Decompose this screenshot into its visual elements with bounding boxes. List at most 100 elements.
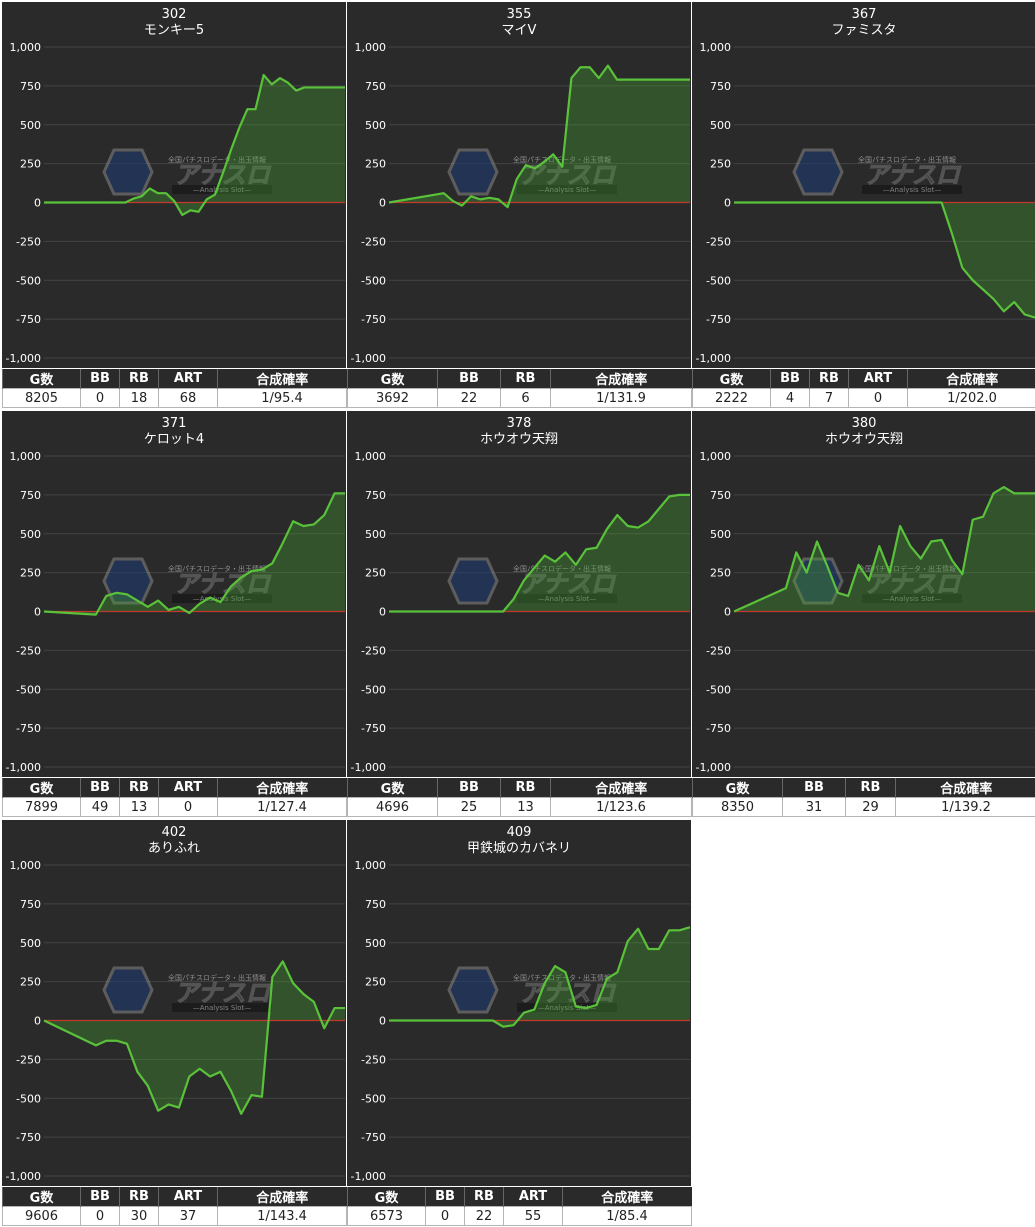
chart-panel: 302 モンキー5 1,000 750 500 250 0 -250 -500 -750 -1,00… (2, 2, 346, 368)
y-tick-label: 500 (710, 119, 731, 132)
y-tick-label: 0 (379, 197, 386, 210)
stats-value-cell: 37 (158, 1206, 218, 1226)
machine-card: 367 ファミスタ 1,000 750 500 250 0 -250 -500 -750 -1,00… (692, 2, 1035, 409)
stats-value-cell: 1/131.9 (550, 388, 692, 408)
machine-card: 409 甲鉄城のカバネリ 1,000 750 500 250 0 -250 -500 -750 -1… (347, 820, 692, 1227)
stats-value-cell: 6573 (347, 1206, 426, 1226)
watermark-subtitle: 全国パチスロデータ・出玉情報 (513, 973, 611, 982)
y-tick-label: 1,000 (355, 450, 387, 463)
stats-value-row: 4696 25 13 1/123.6 (347, 797, 692, 817)
machine-number: 302 (161, 7, 187, 22)
watermark-bar (517, 594, 617, 603)
stats-header-cell: G数 (347, 369, 438, 389)
balance-chart: 1,000 750 500 250 0 -250 -500 -750 -1,000 全国パチスロデ… (351, 859, 691, 1183)
y-tick-label: 1,000 (355, 859, 387, 872)
stats-header-cell: ART (158, 778, 218, 798)
stats-header-cell: BB (425, 1187, 465, 1207)
machine-name: ホウオウ天翔 (479, 432, 558, 447)
y-tick-label: -250 (361, 1053, 386, 1066)
y-tick-label: -500 (16, 1092, 41, 1105)
stats-header-cell: BB (770, 369, 810, 389)
y-tick-label: 500 (365, 528, 386, 541)
y-tick-label: 1,000 (700, 450, 732, 463)
watermark-title: アナスロ (519, 161, 617, 189)
chart-panel: 371 ケロット4 1,000 750 500 250 0 -250 -500 -750 -1,00… (2, 411, 346, 777)
watermark-title: アナスロ (864, 570, 962, 598)
stats-table: G数 BB RB ART 合成確率 9606 0 30 37 1/143.4 (2, 1187, 347, 1226)
machine-card: 302 モンキー5 1,000 750 500 250 0 -250 -500 -750 -1,00… (2, 2, 347, 409)
stats-table: G数 BB RB ART 合成確率 2222 4 7 0 1/202.0 (692, 369, 1035, 408)
machine-name: ファミスタ (831, 23, 897, 38)
stats-header-row: G数 BB RB ART 合成確率 (2, 778, 347, 798)
area-fill (389, 65, 690, 208)
y-tick-label: 0 (724, 197, 731, 210)
logo-hexagon-icon (102, 148, 154, 196)
watermark-title: アナスロ (174, 979, 272, 1007)
machine-name: 甲鉄城のカバネリ (466, 841, 571, 856)
stats-header-cell: G数 (2, 778, 81, 798)
balance-chart: 1,000 750 500 250 0 -250 -500 -750 -1,000 全国パチスロデ… (351, 450, 690, 774)
stats-header-row: G数 BB RB 合成確率 (692, 778, 1035, 798)
watermark-tagline: —Analysis Slot— (883, 186, 941, 194)
chart-panel: 378 ホウオウ天翔 1,000 750 500 250 0 -250 -500 -750 -1,0… (347, 411, 691, 777)
stats-header-cell: 合成確率 (907, 369, 1035, 389)
stats-value-cell: 55 (503, 1206, 563, 1226)
y-tick-label: -750 (16, 1131, 41, 1144)
y-tick-label: 1,000 (355, 41, 387, 54)
watermark-tagline: —Analysis Slot— (538, 595, 596, 603)
stats-header-cell: RB (464, 1187, 504, 1207)
stats-value-cell: 6 (500, 388, 551, 408)
watermark-title: アナスロ (519, 570, 617, 598)
machine-name: ありふれ (147, 841, 200, 856)
logo-hexagon-icon (102, 966, 154, 1014)
machine-name: ホウオウ天翔 (824, 432, 903, 447)
stats-value-cell: 22 (437, 388, 501, 408)
watermark-title: アナスロ (174, 570, 272, 598)
y-tick-label: 250 (710, 567, 731, 580)
stats-header-cell: BB (437, 778, 501, 798)
stats-header-cell: RB (500, 778, 551, 798)
area-fill (44, 74, 345, 215)
stats-value-cell: 0 (425, 1206, 465, 1226)
stats-table: G数 BB RB 合成確率 4696 25 13 1/123.6 (347, 778, 692, 817)
chart-panel: 402 ありふれ 1,000 750 500 250 0 -250 -500 -750 -1,000… (2, 820, 346, 1186)
watermark-tagline: —Analysis Slot— (883, 595, 941, 603)
stats-value-cell: 31 (782, 797, 846, 817)
balance-chart: 1,000 750 500 250 0 -250 -500 -750 -1,000 全国パチスロデ… (6, 41, 345, 365)
stats-header-cell: 合成確率 (562, 1187, 692, 1207)
stats-header-cell: RB (119, 369, 159, 389)
series-line (44, 73, 345, 217)
logo-hexagon-icon (447, 148, 499, 196)
area-fill (389, 927, 690, 1027)
watermark-title: アナスロ (864, 161, 962, 189)
y-tick-label: 1,000 (10, 859, 42, 872)
machine-card: 371 ケロット4 1,000 750 500 250 0 -250 -500 -750 -1,00… (2, 411, 347, 818)
stats-table: G数 BB RB ART 合成確率 8205 0 18 68 1/95.4 (2, 369, 347, 408)
area-fill (44, 961, 345, 1114)
watermark-subtitle: 全国パチスロデータ・出玉情報 (858, 155, 956, 164)
y-tick-label: -750 (706, 722, 731, 735)
watermark-bar (172, 185, 272, 194)
stats-value-cell: 7 (809, 388, 849, 408)
stats-header-cell: 合成確率 (895, 778, 1035, 798)
y-tick-label: -250 (16, 235, 41, 248)
y-tick-label: -500 (361, 274, 386, 287)
watermark-bar (862, 594, 962, 603)
stats-header-cell: 合成確率 (217, 778, 347, 798)
stats-header-cell: RB (845, 778, 896, 798)
stats-value-cell: 0 (80, 1206, 120, 1226)
stats-value-cell: 1/143.4 (217, 1206, 347, 1226)
series-line (389, 926, 691, 1028)
y-tick-label: 500 (710, 528, 731, 541)
y-tick-label: 250 (365, 976, 386, 989)
stats-value-cell: 22 (464, 1206, 504, 1226)
y-tick-label: 0 (34, 1015, 41, 1028)
stats-header-cell: G数 (2, 369, 81, 389)
y-tick-label: 250 (365, 158, 386, 171)
series-line (43, 960, 345, 1115)
y-tick-label: 500 (365, 937, 386, 950)
stats-table: G数 BB RB ART 合成確率 7899 49 13 0 1/127.4 (2, 778, 347, 817)
stats-value-cell: 13 (119, 797, 159, 817)
stats-value-cell: 1/123.6 (550, 797, 692, 817)
stats-value-cell: 1/95.4 (217, 388, 347, 408)
